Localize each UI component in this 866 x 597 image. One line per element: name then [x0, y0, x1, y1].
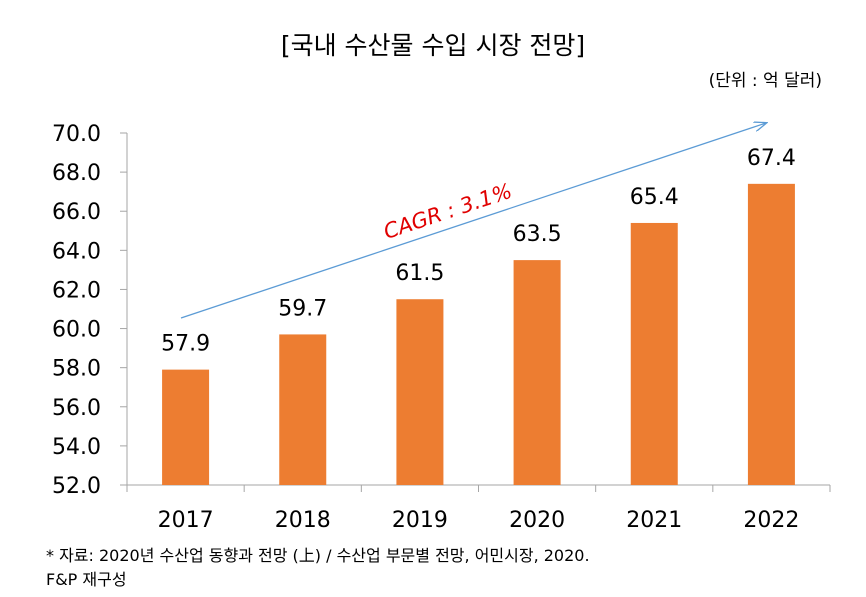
data-label-2019: 61.5 — [395, 261, 444, 286]
data-label-2017: 57.9 — [161, 332, 210, 357]
unit-label: (단위 : 억 달러) — [708, 71, 822, 91]
trend-arrow-line — [180, 123, 766, 319]
bar-2022 — [747, 183, 795, 485]
cagr-annotation: CAGR : 3.1% — [381, 179, 515, 244]
bar-2018 — [279, 334, 327, 485]
x-tick-label: 2018 — [275, 508, 331, 533]
source-line-1: * 자료: 2020년 수산업 동향과 전망 (上) / 수산업 부문별 전망,… — [46, 546, 590, 565]
y-tick-label: 52.0 — [52, 474, 101, 499]
bars — [162, 183, 795, 485]
data-label-2020: 63.5 — [513, 222, 562, 247]
source-line-2: F&P 재구성 — [46, 570, 127, 589]
trend-arrow: CAGR : 3.1% — [180, 123, 766, 319]
bar-2021 — [630, 222, 678, 485]
bar-2019 — [396, 299, 444, 485]
x-axis: 2017 2018 2019 2020 2021 2022 — [126, 484, 831, 533]
bar-2020 — [513, 260, 561, 485]
y-tick-label: 66.0 — [52, 200, 101, 225]
y-tick-label: 60.0 — [52, 318, 101, 343]
data-label-2022: 67.4 — [747, 146, 796, 171]
y-axis: 52.0 54.0 56.0 58.0 60.0 62.0 64.0 66.0 68.0 70.0 — [52, 122, 128, 499]
x-tick-label: 2017 — [158, 508, 214, 533]
y-tick-label: 62.0 — [52, 278, 101, 303]
y-tick-label: 56.0 — [52, 396, 101, 421]
x-tick-label: 2020 — [509, 508, 565, 533]
source-note: * 자료: 2020년 수산업 동향과 전망 (上) / 수산업 부문별 전망,… — [46, 544, 590, 592]
data-label-2021: 65.4 — [630, 185, 679, 210]
data-labels: 57.9 59.7 61.5 63.5 65.4 67.4 — [161, 146, 796, 357]
y-tick-label: 64.0 — [52, 239, 101, 264]
data-label-2018: 59.7 — [278, 296, 327, 321]
x-tick-label: 2022 — [743, 508, 799, 533]
y-tick-label: 70.0 — [52, 122, 101, 147]
x-tick-label: 2021 — [626, 508, 682, 533]
x-tick-label: 2019 — [392, 508, 448, 533]
y-tick-label: 54.0 — [52, 435, 101, 460]
chart-title: [국내 수산물 수입 시장 전망] — [280, 31, 586, 60]
y-tick-label: 68.0 — [52, 161, 101, 186]
y-tick-label: 58.0 — [52, 357, 101, 382]
bar-2017 — [162, 369, 210, 485]
